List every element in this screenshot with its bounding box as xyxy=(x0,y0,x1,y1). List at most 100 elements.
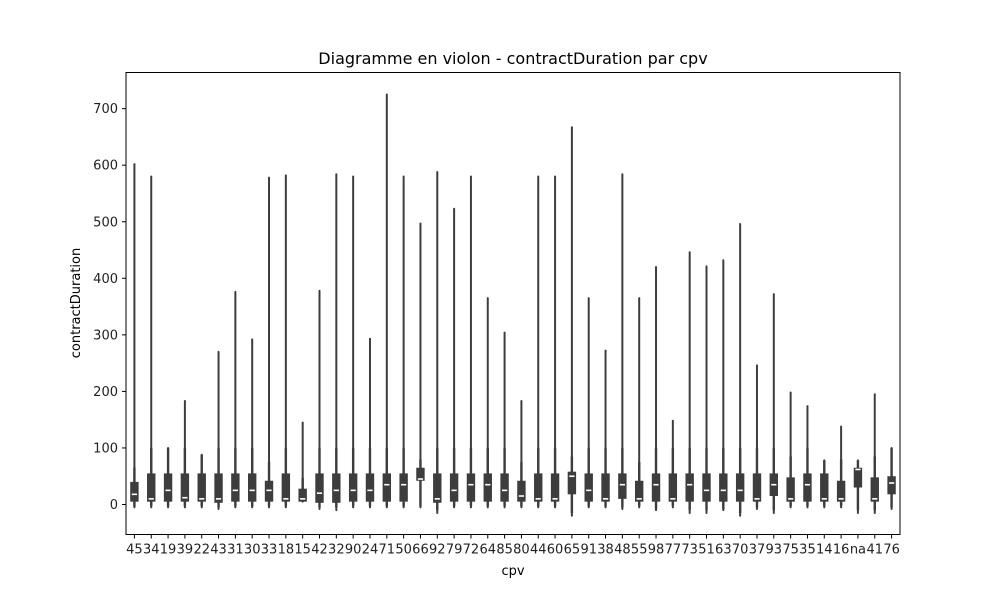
violin-43 xyxy=(214,350,223,511)
violin-box xyxy=(567,471,577,495)
violin-box xyxy=(163,473,173,502)
violin-42 xyxy=(315,289,324,511)
violin-60 xyxy=(550,175,560,509)
y-tick-label: 600 xyxy=(93,159,118,174)
x-tick-label: 43 xyxy=(210,543,227,558)
violin-14 xyxy=(820,459,829,509)
violin-box xyxy=(836,480,846,502)
violin-box xyxy=(550,473,560,502)
violin-37 xyxy=(752,364,762,511)
x-tick-label: 42 xyxy=(311,543,328,558)
x-tick-label: 39 xyxy=(177,543,194,558)
violin-80 xyxy=(517,400,526,509)
x-tick-label: 38 xyxy=(597,543,614,558)
x-tick-label: 70 xyxy=(732,543,749,558)
violin-box xyxy=(803,473,812,502)
violin-box xyxy=(668,473,678,502)
x-tick-label: 31 xyxy=(227,543,244,558)
x-tick-label: 34 xyxy=(143,543,160,558)
x-tick-label: 93 xyxy=(766,543,783,558)
violin-box xyxy=(315,473,324,503)
violin-box xyxy=(786,477,795,502)
violin-38 xyxy=(601,349,610,509)
y-tick-label: 0 xyxy=(110,498,118,513)
x-tick-label: 30 xyxy=(244,543,261,558)
violin-24 xyxy=(365,337,375,509)
violin-71 xyxy=(382,93,392,509)
violin-box xyxy=(214,473,223,503)
x-axis-label: cpv xyxy=(501,564,524,579)
x-tick-label: 76 xyxy=(883,543,900,558)
violin-73 xyxy=(685,251,694,514)
x-tick-label: 91 xyxy=(580,543,597,558)
violin-63 xyxy=(719,259,728,512)
violin-box xyxy=(618,473,627,499)
x-tick-label: 15 xyxy=(294,543,311,558)
violin-48 xyxy=(618,173,627,511)
violin-93 xyxy=(769,293,779,514)
violin-31 xyxy=(231,290,240,509)
violin-79 xyxy=(449,207,459,509)
violin-75 xyxy=(786,391,795,509)
violin-box xyxy=(348,473,358,502)
violin-box xyxy=(433,473,442,503)
x-tick-label: 55 xyxy=(631,543,648,558)
violin-90 xyxy=(348,175,358,509)
violin-72 xyxy=(466,175,476,509)
violin-50 xyxy=(399,175,408,509)
violin-85 xyxy=(500,331,509,509)
violin-box xyxy=(281,473,291,502)
x-tick-label: 22 xyxy=(193,543,210,558)
x-tick-label: 85 xyxy=(496,543,513,558)
violin-box xyxy=(147,473,156,502)
plot-frame xyxy=(125,72,901,535)
violin-box xyxy=(449,473,459,502)
violin-19 xyxy=(163,446,173,509)
x-tick-label: 51 xyxy=(698,543,715,558)
violin-30 xyxy=(247,338,257,509)
violin-98 xyxy=(651,265,661,512)
x-tick-label: 48 xyxy=(614,543,631,558)
x-tick-label: 60 xyxy=(547,543,564,558)
x-tick-label: 90 xyxy=(345,543,362,558)
x-tick-label: 63 xyxy=(715,543,732,558)
x-tick-label: 72 xyxy=(463,543,480,558)
violin-box xyxy=(416,467,425,481)
x-tick-label: 66 xyxy=(412,543,429,558)
violin-box xyxy=(483,473,492,502)
x-tick-label: 75 xyxy=(782,543,799,558)
violin-box xyxy=(887,476,896,495)
x-tick-label: 64 xyxy=(479,543,496,558)
violin-box xyxy=(870,477,879,502)
violin-35 xyxy=(803,405,812,509)
violin-box xyxy=(466,473,476,502)
y-tick-label: 400 xyxy=(93,272,118,287)
violin-box xyxy=(500,473,509,502)
y-tick-label: 700 xyxy=(93,102,118,117)
violin-18 xyxy=(281,174,291,509)
violin-45 xyxy=(130,163,139,509)
violin-box xyxy=(231,473,240,502)
violin-77 xyxy=(668,419,678,509)
chart-title: Diagramme en violon - contractDuration p… xyxy=(318,49,707,68)
violin-box xyxy=(298,488,307,502)
violin-box xyxy=(634,480,644,502)
violin-41 xyxy=(870,393,879,514)
violin-65 xyxy=(567,126,577,517)
x-tick-label: 73 xyxy=(681,543,698,558)
x-tick-label: 65 xyxy=(564,543,581,558)
violin-92 xyxy=(433,170,442,514)
violin-box xyxy=(399,473,408,502)
violin-box xyxy=(735,473,745,502)
y-tick-label: 300 xyxy=(93,328,118,343)
violin-34 xyxy=(147,175,156,509)
violin-33 xyxy=(264,176,274,509)
x-tick-label: na xyxy=(850,543,866,558)
x-tick-label: 45 xyxy=(126,543,143,558)
x-tick-label: 44 xyxy=(530,543,547,558)
violin-44 xyxy=(534,175,543,509)
y-axis: 0 100 200 300 400 500 600 700 xyxy=(93,102,126,513)
x-axis: 45 34 19 39 22 43 31 30 33 18 15 42 32 90 24 71 50 66 92 79… xyxy=(126,534,900,558)
violin-box xyxy=(332,473,341,503)
